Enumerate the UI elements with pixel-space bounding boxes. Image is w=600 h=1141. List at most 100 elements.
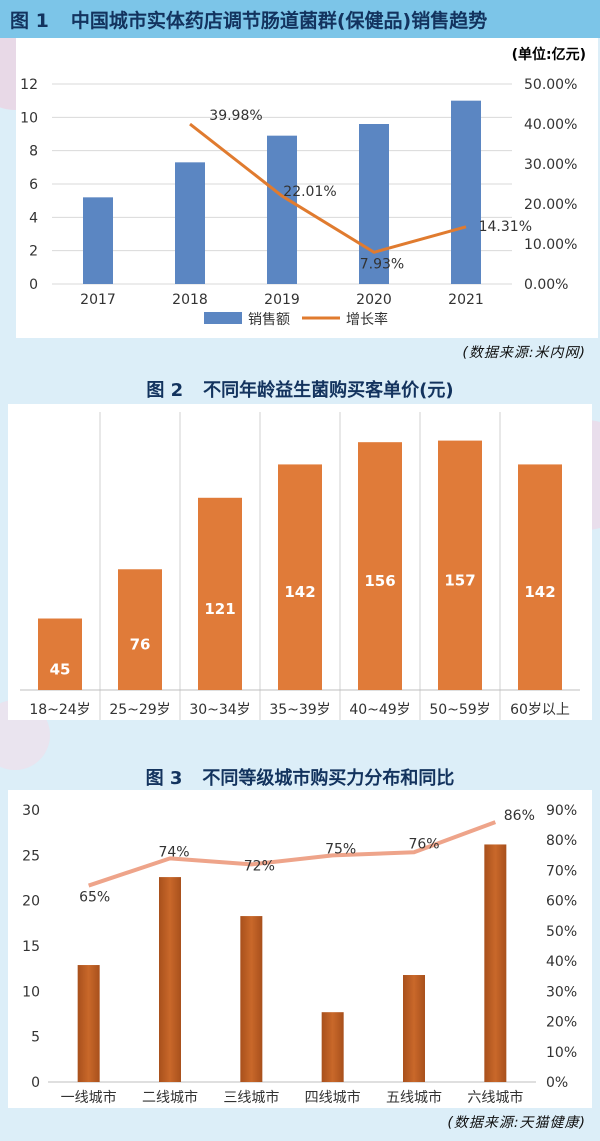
bar [159, 877, 181, 1082]
x-tick-label: 一线城市 [61, 1089, 117, 1106]
chart1: 0 2 4 6 8 10 12 0.00% 10.00% 20.00% 30.00% 40.00% 50… [20, 77, 577, 328]
legend-swatch-bar [204, 312, 242, 324]
y-tick-label: 25 [22, 848, 40, 864]
bar [198, 497, 242, 690]
y2-tick-label: 30% [546, 984, 577, 1000]
x-tick-label: 五线城市 [386, 1089, 442, 1106]
x-tick-label: 60岁以上 [510, 702, 570, 718]
figure3-title: 图 3 不同等级城市购买力分布和同比 [0, 764, 600, 790]
bar-data-label: 76 [130, 636, 151, 654]
x-tick-label: 2020 [356, 292, 392, 308]
x-tick-label: 四线城市 [305, 1089, 361, 1106]
y-tick-label: 15 [22, 939, 40, 955]
y2-tick-label: 40% [546, 954, 577, 970]
y2-tick-label: 90% [546, 803, 577, 819]
y2-tick-label: 20.00% [524, 197, 577, 213]
growth-data-label: 86% [504, 808, 535, 824]
bar [438, 440, 482, 690]
bar [267, 135, 297, 284]
figure3-title-text: 不同等级城市购买力分布和同比 [202, 768, 455, 789]
y-tick-label: 20 [22, 894, 40, 910]
y2-tick-label: 0.00% [524, 277, 568, 293]
growth-data-label: 22.01% [283, 184, 336, 200]
x-tick-label: 30~34岁 [189, 702, 250, 718]
figure2-title-text: 不同年龄益生菌购买客单价(元) [203, 380, 454, 401]
y2-tick-label: 10% [546, 1045, 577, 1061]
y-tick-label: 0 [29, 277, 38, 293]
chart1-panel [16, 38, 598, 338]
bar [240, 916, 263, 1082]
x-tick-label: 50~59岁 [429, 702, 490, 718]
growth-line [189, 122, 467, 254]
growth-data-label: 14.31% [479, 219, 532, 235]
y-tick-label: 5 [31, 1030, 40, 1046]
bar-data-label: 121 [204, 600, 235, 618]
y2-tick-label: 50% [546, 924, 577, 940]
y-tick-label: 6 [29, 177, 38, 193]
figure1-title-text: 中国城市实体药店调节肠道菌群(保健品)销售趋势 [70, 10, 488, 32]
chart2: 45 18~24岁 76 25~29岁 121 30~34岁 142 35~39岁 156 40~… [20, 412, 580, 720]
x-tick-label: 三线城市 [223, 1089, 279, 1106]
y2-tick-label: 80% [546, 833, 577, 849]
x-tick-label: 2018 [172, 292, 208, 308]
x-tick-label: 六线城市 [467, 1089, 523, 1106]
growth-data-label: 72% [244, 858, 275, 874]
bar [359, 124, 389, 284]
y2-tick-label: 20% [546, 1015, 577, 1031]
bar [321, 1012, 344, 1082]
legend-label-sales: 销售额 [248, 312, 290, 328]
x-tick-label: 2021 [448, 292, 484, 308]
y2-tick-label: 10.00% [524, 237, 577, 253]
x-tick-label: 2017 [80, 292, 116, 308]
x-tick-label: 二线城市 [142, 1089, 198, 1106]
y-tick-label: 2 [29, 244, 38, 260]
bar [451, 100, 481, 284]
growth-data-label: 7.93% [360, 256, 404, 272]
figure1-title: 图 1 中国城市实体药店调节肠道菌群(保健品)销售趋势 [10, 6, 487, 33]
y-tick-label: 0 [31, 1075, 40, 1091]
bar-data-label: 156 [364, 572, 395, 590]
x-tick-label: 25~29岁 [109, 702, 170, 718]
chart1-unit: (单位:亿元) [511, 47, 586, 63]
y2-tick-label: 0% [546, 1075, 568, 1091]
bar [77, 965, 100, 1082]
chart1-source: (数据来源:米内网) [462, 345, 586, 361]
bar [118, 569, 162, 690]
y2-tick-label: 50.00% [524, 77, 577, 93]
y2-tick-label: 60% [546, 894, 577, 910]
bar [278, 464, 322, 690]
bar-data-label: 157 [444, 571, 475, 589]
growth-data-label: 65% [79, 890, 110, 906]
growth-data-label: 39.98% [209, 108, 262, 124]
bar-data-label: 142 [284, 583, 315, 601]
y-tick-label: 12 [20, 77, 38, 93]
chart3: 0 5 10 15 20 25 30 0% 10% 20% 30% 40% 50% 60% 70% 80% 90… [22, 803, 577, 1106]
y-tick-label: 30 [22, 803, 40, 819]
figure1-header [0, 0, 600, 38]
figure2-label: 图 2 [146, 380, 184, 401]
bar [518, 464, 562, 690]
growth-data-label: 74% [158, 844, 189, 860]
y2-tick-label: 70% [546, 863, 577, 879]
y-tick-label: 10 [20, 110, 38, 126]
y-tick-label: 8 [29, 144, 38, 160]
bar [403, 975, 425, 1082]
x-tick-label: 40~49岁 [349, 702, 410, 718]
x-tick-label: 2019 [264, 292, 300, 308]
x-tick-label: 35~39岁 [269, 702, 330, 718]
y-tick-label: 10 [22, 984, 40, 1000]
legend-label-growth: 增长率 [346, 311, 388, 328]
x-tick-label: 18~24岁 [29, 702, 90, 718]
bar [83, 197, 113, 284]
y2-tick-label: 30.00% [524, 157, 577, 173]
figure3-label: 图 3 [145, 768, 183, 789]
chart3-source: (数据来源:天猫健康) [447, 1115, 586, 1131]
y2-tick-label: 40.00% [524, 117, 577, 133]
bar [358, 442, 402, 690]
growth-line [88, 820, 497, 888]
growth-data-label: 76% [408, 836, 439, 852]
bar [38, 618, 82, 690]
bar-data-label: 45 [50, 660, 71, 678]
bar [175, 162, 205, 284]
bar-data-label: 142 [524, 583, 555, 601]
